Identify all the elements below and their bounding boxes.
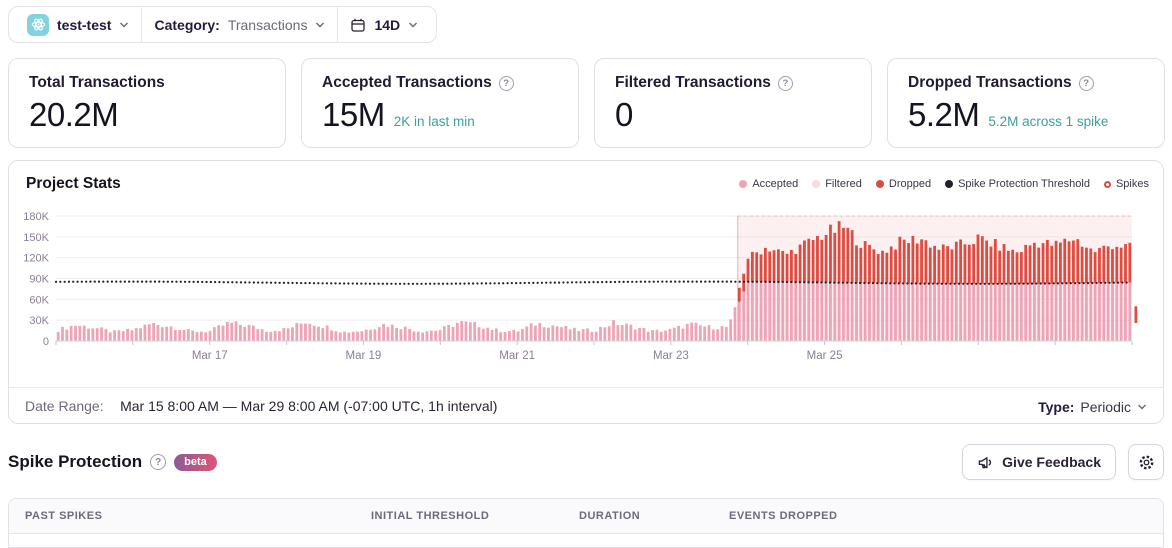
date-range-value: 14D — [374, 16, 401, 33]
legend-item-filtered[interactable]: Filtered — [812, 178, 862, 190]
project-stats-chart[interactable]: 180K 150K 120K 90K 60K 30K 0 Mar 17 Mar 19 Mar 21… — [9, 206, 1165, 371]
project-avatar — [27, 13, 49, 36]
stat-card-dropped-transactions: Dropped Transactions ? 5.2M 5.2M across … — [887, 58, 1165, 148]
column-header-events-dropped: Events Dropped — [729, 510, 838, 522]
legend-label: Accepted — [752, 178, 799, 190]
table-header-row: Past Spikes Initial Threshold Duration E… — [9, 499, 1163, 534]
date-range-selector[interactable]: 14D — [338, 7, 430, 42]
chart-footer: Date Range: Mar 15 8:00 AM — Mar 29 8:00… — [9, 387, 1163, 425]
legend-item-dropped[interactable]: Dropped — [875, 178, 932, 190]
card-value: 5.2M — [908, 96, 980, 133]
svg-text:120K: 120K — [23, 253, 49, 265]
date-range-text: Mar 15 8:00 AM — Mar 29 8:00 AM (-07:00 … — [120, 397, 498, 414]
card-title: Dropped Transactions — [908, 74, 1072, 91]
svg-text:Mar 23: Mar 23 — [653, 350, 689, 362]
category-value: Transactions — [227, 16, 308, 33]
help-icon[interactable]: ? — [150, 454, 167, 470]
calendar-icon — [351, 18, 366, 32]
chevron-down-icon — [120, 22, 129, 27]
give-feedback-label: Give Feedback — [1002, 454, 1101, 470]
card-value: 15M — [322, 96, 385, 133]
category-label: Category: — [154, 16, 220, 33]
card-title: Accepted Transactions — [322, 74, 492, 91]
svg-text:150K: 150K — [23, 232, 49, 244]
legend-label: Spike Protection Threshold — [958, 178, 1090, 190]
svg-text:Mar 25: Mar 25 — [807, 350, 843, 362]
chevron-down-icon — [1138, 404, 1146, 409]
column-header-past-spikes: Past Spikes — [25, 510, 103, 522]
accepted-dot-icon — [739, 180, 748, 188]
chart-legend: Accepted Filtered Dropped Spike Protecti… — [739, 178, 1149, 190]
megaphone-icon — [978, 456, 992, 468]
type-selector[interactable]: Type: Periodic — [1038, 399, 1147, 415]
legend-item-accepted[interactable]: Accepted — [739, 178, 798, 190]
atom-icon — [31, 18, 45, 31]
help-icon[interactable]: ? — [498, 75, 514, 91]
table-row[interactable] — [9, 534, 1163, 547]
svg-text:60K: 60K — [29, 294, 49, 306]
spike-protection-header: Spike Protection ? beta Give Feedback — [8, 444, 1164, 480]
spikes-ring-icon — [1103, 180, 1111, 188]
project-selector[interactable]: test-test — [15, 7, 141, 42]
help-icon[interactable]: ? — [777, 75, 793, 91]
svg-text:Mar 21: Mar 21 — [499, 350, 535, 362]
category-selector[interactable]: Category: Transactions — [142, 7, 337, 42]
legend-item-spikes[interactable]: Spikes — [1103, 178, 1149, 190]
type-label: Type: — [1038, 398, 1075, 415]
svg-text:180K: 180K — [23, 211, 49, 223]
help-icon[interactable]: ? — [1078, 75, 1094, 91]
svg-text:Mar 19: Mar 19 — [346, 350, 382, 362]
card-title: Total Transactions — [29, 74, 165, 91]
type-value: Periodic — [1080, 398, 1131, 415]
svg-text:0: 0 — [43, 336, 49, 348]
legend-label: Dropped — [888, 178, 932, 190]
beta-badge: beta — [174, 453, 217, 471]
threshold-dot-icon — [945, 180, 954, 188]
chevron-down-icon — [409, 22, 418, 27]
card-value: 0 — [615, 96, 633, 133]
card-subtext: 5.2M across 1 spike — [988, 114, 1109, 129]
project-name: test-test — [57, 16, 112, 33]
stat-card-accepted-transactions: Accepted Transactions ? 15M 2K in last m… — [301, 58, 579, 148]
svg-text:90K: 90K — [29, 274, 49, 286]
legend-label: Filtered — [825, 178, 862, 190]
stat-card-total-transactions: Total Transactions 20.2M — [8, 58, 286, 148]
column-header-duration: Duration — [579, 510, 641, 522]
toolbar-divider — [141, 6, 143, 43]
toolbar-divider — [337, 6, 339, 43]
past-spikes-table: Past Spikes Initial Threshold Duration E… — [8, 498, 1164, 548]
svg-text:30K: 30K — [29, 315, 49, 327]
stat-card-filtered-transactions: Filtered Transactions ? 0 — [594, 58, 872, 148]
card-value: 20.2M — [29, 96, 119, 133]
card-title: Filtered Transactions — [615, 74, 771, 91]
top-toolbar: test-test Category: Transactions 14D — [8, 6, 438, 43]
svg-text:Mar 17: Mar 17 — [192, 350, 228, 362]
card-subtext: 2K in last min — [393, 114, 475, 129]
give-feedback-button[interactable]: Give Feedback — [962, 444, 1116, 480]
filtered-dot-icon — [812, 180, 821, 188]
project-stats-panel: Project Stats Accepted Filtered Dropped … — [8, 160, 1164, 424]
legend-label: Spikes — [1115, 178, 1149, 190]
dropped-dot-icon — [875, 180, 884, 188]
chart-title: Project Stats — [26, 175, 121, 192]
settings-button[interactable] — [1128, 444, 1164, 480]
chevron-down-icon — [316, 22, 325, 27]
date-range-label: Date Range: — [25, 397, 104, 414]
legend-item-threshold[interactable]: Spike Protection Threshold — [945, 178, 1090, 190]
section-title: Spike Protection — [8, 452, 143, 471]
column-header-initial-threshold: Initial Threshold — [371, 510, 490, 522]
gear-icon — [1139, 455, 1153, 469]
